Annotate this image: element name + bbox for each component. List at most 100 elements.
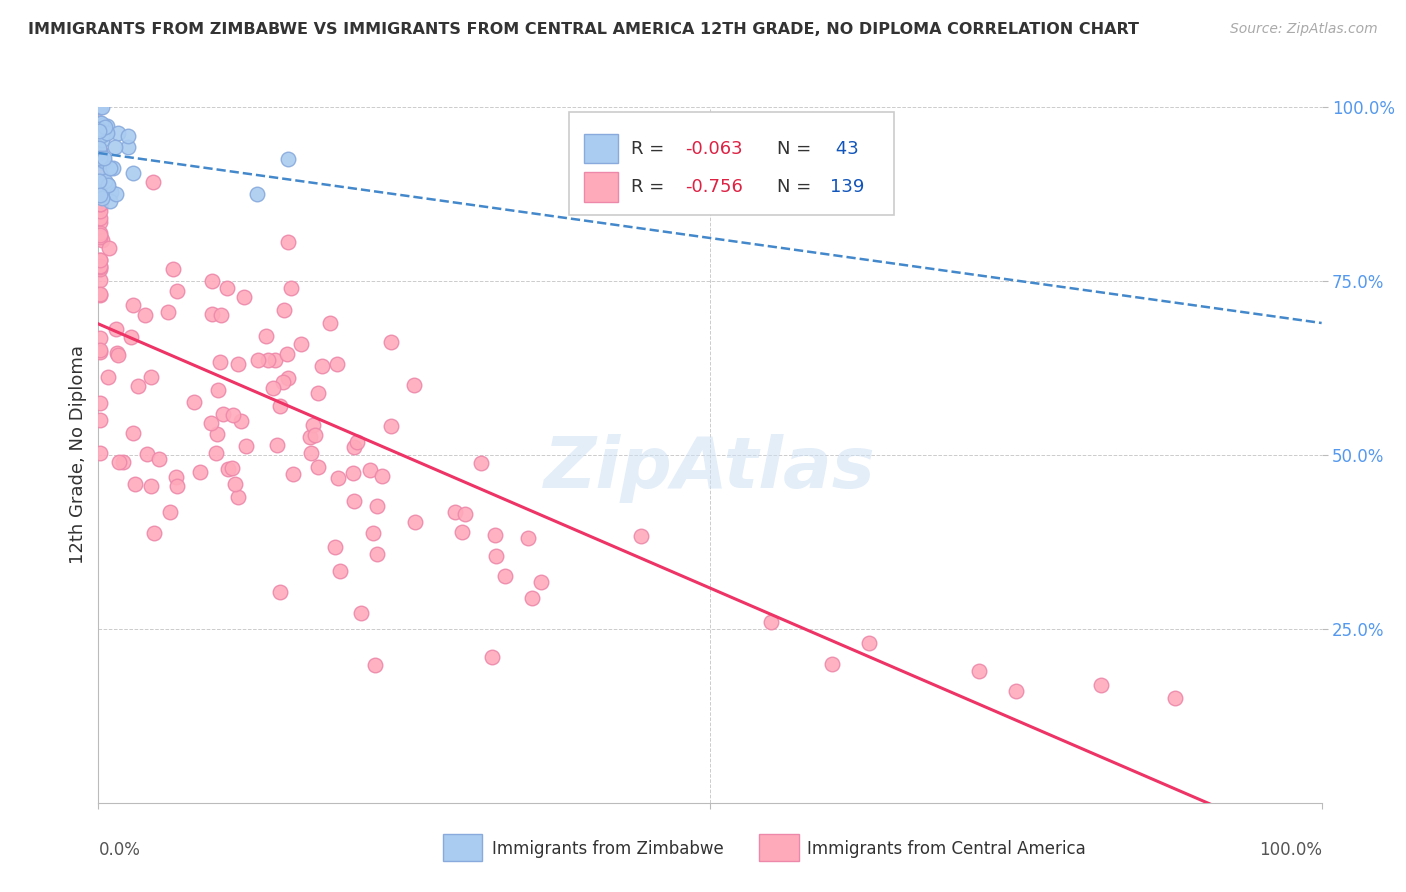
Point [485,549,508,563]
Point [257,352,280,367]
Point [359,463,381,477]
Point [290,337,312,351]
Point [89,261,111,276]
Point [298,430,321,444]
Point [451,524,474,539]
Point [200,416,222,430]
Point [207,383,229,397]
Point [277,152,299,166]
Point [221,461,243,475]
Point [89,178,111,192]
Point [228,357,250,371]
Point [89,226,111,240]
Point [89,188,111,202]
Point [103,161,125,176]
Point [90,173,112,187]
Point [117,128,139,143]
Point [166,285,188,299]
Point [141,369,163,384]
Point [307,386,329,401]
Point [104,322,127,336]
Point [319,316,342,330]
Point [254,328,277,343]
Point [273,302,295,317]
Point [222,408,245,422]
Point [96,119,118,133]
Point [89,145,111,160]
Point [304,427,326,442]
Point [205,427,228,442]
Point [404,378,426,392]
Point [821,657,844,671]
Point [307,459,329,474]
Point [87,140,110,154]
Point [454,507,477,521]
Text: 43: 43 [830,140,859,158]
Point [100,194,122,208]
Point [89,229,111,244]
Point [96,370,118,384]
Point [89,151,111,165]
Point [107,348,129,362]
Point [134,308,156,322]
Point [89,169,111,184]
Point [229,414,252,428]
Point [94,174,117,188]
Point [136,447,159,461]
Point [107,126,129,140]
Point [97,241,120,255]
Point [277,235,299,249]
Point [1164,691,1187,706]
Text: ZipAtlas: ZipAtlas [544,434,876,503]
Point [89,395,111,409]
Point [311,359,333,373]
Point [302,417,325,432]
Point [100,185,122,199]
Point [226,490,249,504]
Point [470,456,492,470]
Point [91,155,114,169]
Point [530,574,553,589]
Point [89,204,111,219]
Point [89,343,111,358]
Point [326,357,349,371]
Point [89,166,111,180]
Point [89,194,111,208]
Point [1090,677,1112,691]
Point [967,664,990,678]
Point [232,290,254,304]
Point [87,128,110,142]
Point [183,394,205,409]
Point [276,347,298,361]
FancyBboxPatch shape [569,112,894,215]
Point [89,180,111,194]
Point [89,196,111,211]
Point [89,252,111,267]
Point [269,399,291,413]
Point [215,280,238,294]
Text: N =: N = [778,178,817,196]
Point [89,227,111,242]
Point [89,100,111,114]
Point [494,569,516,583]
Point [89,174,111,188]
Text: -0.756: -0.756 [686,178,744,196]
Point [200,274,222,288]
Point [89,200,111,214]
Point [366,547,388,561]
Point [246,187,269,202]
Y-axis label: 12th Grade, No Diploma: 12th Grade, No Diploma [69,345,87,565]
Point [89,413,111,427]
Point [761,190,783,204]
Point [148,452,170,467]
Point [366,500,388,514]
Point [143,526,166,541]
Point [162,262,184,277]
Point [159,505,181,519]
Point [96,126,118,140]
Point [266,438,288,452]
Point [271,376,294,390]
Text: Source: ZipAtlas.com: Source: ZipAtlas.com [1230,22,1378,37]
Point [91,133,114,147]
Point [516,532,538,546]
